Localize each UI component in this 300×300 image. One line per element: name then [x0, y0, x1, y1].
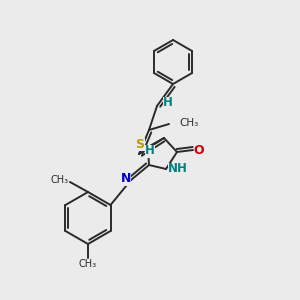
Text: S: S — [136, 137, 145, 151]
Text: NH: NH — [168, 163, 188, 176]
Text: CH₃: CH₃ — [51, 175, 69, 185]
Text: H: H — [163, 97, 173, 110]
Text: O: O — [194, 143, 204, 157]
Text: CH₃: CH₃ — [79, 259, 97, 269]
Text: CH₃: CH₃ — [179, 118, 198, 128]
Text: H: H — [145, 145, 155, 158]
Text: N: N — [121, 172, 131, 185]
